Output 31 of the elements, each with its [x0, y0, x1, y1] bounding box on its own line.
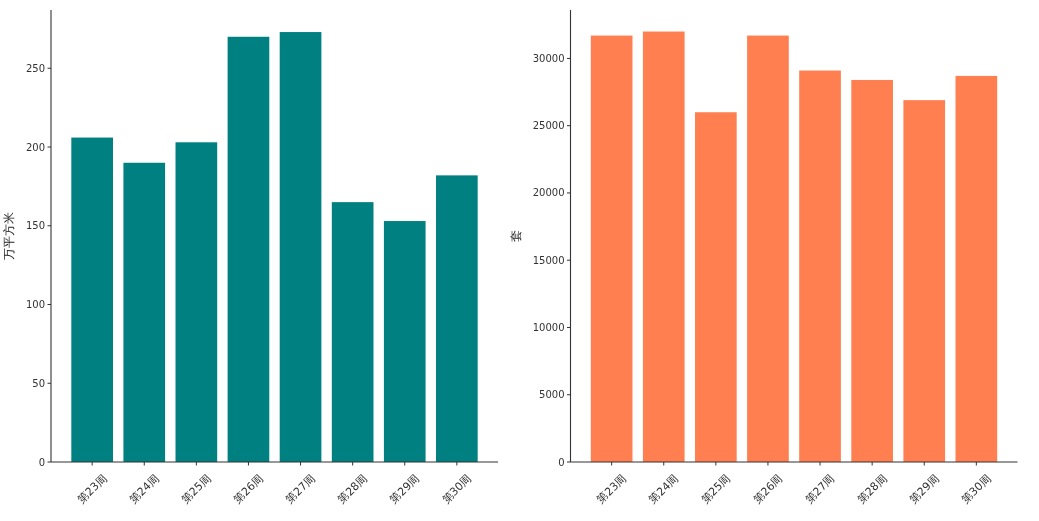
y-axis-title: 套: [508, 230, 523, 242]
x-tick-label: 第30周: [959, 471, 994, 507]
x-tick-label: 第29周: [906, 471, 942, 507]
y-tick-label: 0: [38, 456, 45, 468]
y-tick-label: 100: [25, 299, 45, 310]
y-tick-label: 25000: [532, 120, 565, 132]
y-tick-label: 20000: [532, 187, 565, 199]
x-tick-label: 第25周: [698, 471, 734, 507]
y-axis-title: 万平方米: [1, 212, 16, 260]
x-tick-label: 第30周: [439, 471, 475, 507]
x-tick-label: 第27周: [283, 471, 318, 507]
x-tick-label: 第28周: [335, 471, 370, 507]
y-tick-label: 5000: [539, 389, 565, 401]
x-tick-label: 第24周: [646, 471, 682, 507]
x-tick-label: 第27周: [802, 471, 838, 507]
x-tick-label: 第23周: [594, 471, 629, 507]
y-tick-label: 50: [32, 377, 45, 389]
y-tick-label: 15000: [532, 254, 565, 266]
y-tick-label: 150: [25, 220, 45, 232]
y-tick-label: 250: [25, 62, 45, 74]
x-tick-label: 第25周: [179, 471, 214, 507]
y-tick-label: 0: [558, 456, 565, 468]
x-tick-label: 第28周: [854, 471, 890, 507]
y-tick-label: 200: [25, 141, 45, 153]
x-tick-label: 第29周: [387, 471, 423, 507]
x-tick-label: 第23周: [74, 471, 110, 507]
y-tick-label: 30000: [532, 52, 565, 64]
y-tick-label: 10000: [532, 322, 565, 333]
x-tick-label: 第26周: [231, 471, 266, 507]
x-tick-label: 第24周: [126, 471, 162, 507]
x-tick-label: 第26周: [750, 471, 786, 507]
